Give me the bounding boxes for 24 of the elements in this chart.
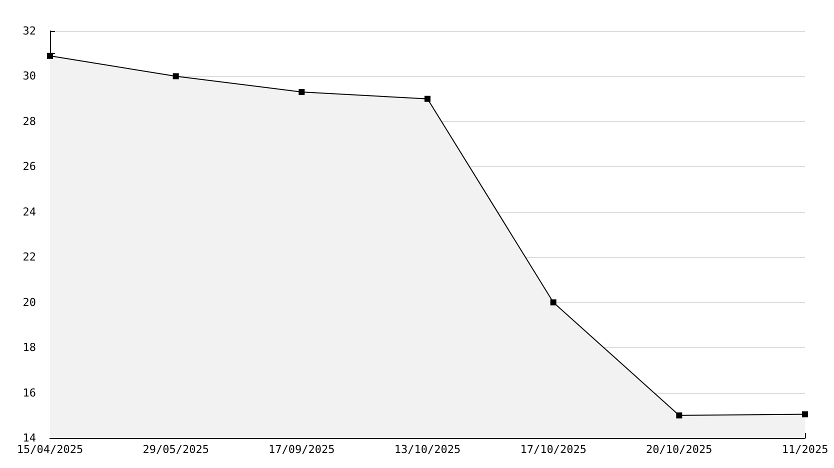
point: [172, 73, 179, 80]
y-tick-label: 24: [22, 205, 36, 218]
x-tick-label: 11/2025: [782, 443, 828, 456]
x-tick-label: 15/04/2025: [16, 443, 84, 456]
x-tick-label: 20/10/2025: [646, 443, 712, 456]
y-tick-label: 26: [22, 160, 36, 174]
y-tick-label: 32: [22, 24, 36, 38]
y-tick-label: 30: [22, 70, 36, 83]
point: [47, 52, 53, 59]
x-tick-label: 29/05/2025: [142, 443, 209, 456]
x-tick-label: 13/10/2025: [394, 443, 461, 456]
point: [424, 96, 430, 102]
y-tick-label: 22: [22, 250, 36, 264]
point: [676, 412, 682, 418]
y-tick-label: 28: [22, 114, 36, 128]
x-tick-label: 17/09/2025: [268, 443, 335, 456]
point: [298, 89, 305, 96]
point: [802, 411, 808, 418]
y-tick-label: 16: [22, 386, 36, 400]
x-tick-label: 17/10/2025: [520, 443, 586, 456]
point: [550, 299, 556, 306]
y-tick-label: 14: [22, 432, 36, 444]
y-tick-label: 20: [22, 296, 36, 309]
y-tick-label: 18: [22, 341, 36, 354]
